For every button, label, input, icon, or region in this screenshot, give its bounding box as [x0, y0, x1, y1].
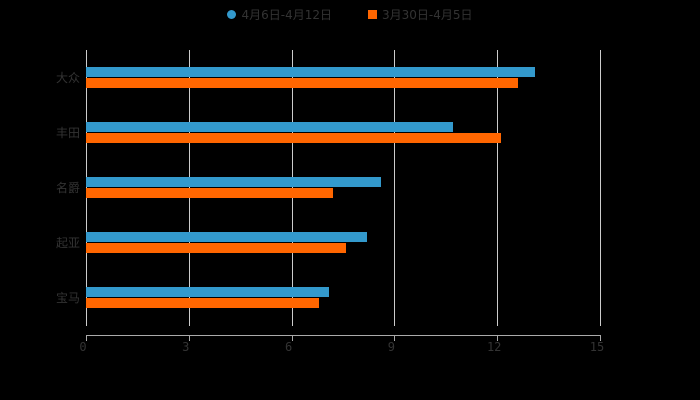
category-label: 丰田 — [55, 126, 80, 140]
category-label: 起亚 — [55, 236, 80, 250]
legend-label: 3月30日-4月5日 — [382, 7, 473, 22]
bar[interactable] — [86, 133, 501, 143]
bar[interactable] — [86, 243, 347, 253]
bar[interactable] — [86, 177, 381, 187]
x-tick — [497, 335, 499, 341]
gridline — [394, 50, 396, 326]
x-tick — [86, 335, 87, 341]
x-axis-line — [86, 335, 600, 336]
x-tick-label: 0 — [79, 340, 87, 354]
x-tick — [394, 335, 396, 341]
legend-item-series-1[interactable]: 4月6日-4月12日 — [227, 6, 332, 23]
x-tick — [291, 335, 293, 341]
legend: 4月6日-4月12日 3月30日-4月5日 — [0, 4, 700, 24]
bar[interactable] — [86, 67, 535, 77]
x-tick-label: 9 — [387, 340, 395, 354]
bar[interactable] — [86, 287, 330, 297]
x-tick-label: 12 — [486, 340, 502, 354]
bar[interactable] — [86, 188, 333, 198]
category-label: 大众 — [55, 71, 80, 85]
legend-label: 4月6日-4月12日 — [241, 7, 332, 22]
x-tick-label: 3 — [182, 340, 190, 354]
bar[interactable] — [86, 78, 518, 88]
x-tick — [600, 335, 601, 341]
category-label: 名爵 — [55, 181, 80, 195]
bar[interactable] — [86, 232, 367, 242]
bar[interactable] — [86, 298, 319, 308]
square-marker-icon — [368, 9, 377, 19]
circle-marker-icon — [227, 9, 237, 19]
x-tick — [188, 335, 190, 341]
bar[interactable] — [86, 122, 453, 132]
legend-item-series-2[interactable]: 3月30日-4月5日 — [368, 6, 473, 23]
gridline — [600, 50, 601, 326]
x-tick-label: 6 — [284, 340, 293, 354]
gridline — [497, 50, 499, 326]
x-tick-label: 15 — [589, 340, 605, 354]
category-label: 宝马 — [55, 291, 80, 305]
